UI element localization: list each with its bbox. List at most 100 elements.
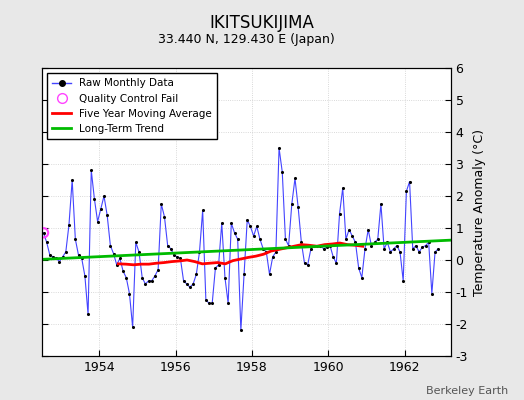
Point bbox=[285, 242, 293, 249]
Point bbox=[71, 236, 80, 242]
Y-axis label: Temperature Anomaly (°C): Temperature Anomaly (°C) bbox=[473, 128, 486, 296]
Point bbox=[243, 217, 252, 223]
Point bbox=[224, 300, 232, 306]
Point bbox=[157, 201, 166, 207]
Point bbox=[415, 249, 423, 255]
Point bbox=[42, 239, 51, 246]
Point bbox=[189, 281, 198, 287]
Title: 33.440 N, 129.430 E (Japan): 33.440 N, 129.430 E (Japan) bbox=[158, 33, 335, 46]
Point bbox=[167, 246, 175, 252]
Point bbox=[185, 284, 194, 290]
Point bbox=[211, 265, 220, 271]
Point bbox=[237, 327, 245, 334]
Point bbox=[386, 249, 395, 255]
Point bbox=[46, 252, 54, 258]
Point bbox=[231, 230, 239, 236]
Point bbox=[374, 236, 382, 242]
Point bbox=[406, 178, 414, 185]
Point bbox=[217, 220, 226, 226]
Point bbox=[39, 230, 48, 236]
Point bbox=[227, 220, 235, 226]
Point bbox=[176, 255, 184, 262]
Point bbox=[348, 233, 356, 239]
Point bbox=[288, 201, 296, 207]
Point bbox=[205, 300, 213, 306]
Point bbox=[320, 246, 328, 252]
Point bbox=[240, 271, 248, 278]
Point bbox=[278, 169, 287, 175]
Point bbox=[128, 324, 137, 330]
Point bbox=[428, 290, 436, 297]
Point bbox=[434, 246, 442, 252]
Point bbox=[392, 242, 401, 249]
Point bbox=[259, 246, 267, 252]
Point bbox=[364, 226, 373, 233]
Point bbox=[399, 278, 407, 284]
Point bbox=[424, 239, 433, 246]
Point bbox=[49, 254, 57, 260]
Point bbox=[62, 249, 70, 255]
Point bbox=[265, 271, 274, 278]
Legend: Raw Monthly Data, Quality Control Fail, Five Year Moving Average, Long-Term Tren: Raw Monthly Data, Quality Control Fail, … bbox=[47, 73, 217, 139]
Point bbox=[418, 244, 427, 250]
Point bbox=[271, 249, 280, 255]
Point bbox=[138, 274, 146, 281]
Point bbox=[326, 242, 334, 249]
Point bbox=[297, 239, 305, 246]
Point bbox=[339, 185, 347, 191]
Point bbox=[409, 246, 417, 252]
Point bbox=[335, 210, 344, 217]
Point bbox=[380, 246, 388, 252]
Point bbox=[249, 233, 258, 239]
Point bbox=[103, 212, 112, 218]
Point bbox=[68, 177, 77, 183]
Point bbox=[170, 252, 178, 258]
Text: IKITSUKIJIMA: IKITSUKIJIMA bbox=[210, 14, 314, 32]
Point bbox=[221, 274, 229, 281]
Point bbox=[90, 196, 99, 202]
Point bbox=[96, 206, 105, 212]
Point bbox=[192, 271, 201, 278]
Point bbox=[262, 249, 270, 255]
Point bbox=[208, 300, 216, 306]
Point bbox=[370, 239, 379, 246]
Point bbox=[119, 268, 127, 274]
Point bbox=[303, 262, 312, 268]
Point bbox=[106, 242, 115, 249]
Point bbox=[122, 274, 130, 281]
Point bbox=[145, 278, 153, 284]
Point bbox=[132, 239, 140, 246]
Point bbox=[354, 265, 363, 271]
Point bbox=[113, 262, 121, 268]
Point bbox=[351, 239, 359, 246]
Point bbox=[74, 252, 83, 258]
Point bbox=[268, 254, 277, 260]
Point bbox=[110, 250, 118, 257]
Point bbox=[163, 242, 172, 249]
Point bbox=[78, 255, 86, 262]
Point bbox=[214, 262, 223, 268]
Point bbox=[84, 311, 92, 318]
Point bbox=[199, 207, 207, 214]
Point bbox=[141, 281, 149, 287]
Text: Berkeley Earth: Berkeley Earth bbox=[426, 386, 508, 396]
Point bbox=[329, 254, 337, 260]
Point bbox=[100, 193, 108, 199]
Point bbox=[358, 274, 366, 281]
Point bbox=[160, 214, 169, 220]
Point bbox=[256, 236, 264, 242]
Point bbox=[342, 236, 350, 242]
Point bbox=[294, 204, 302, 210]
Point bbox=[310, 242, 318, 249]
Point bbox=[389, 246, 398, 252]
Point bbox=[125, 290, 134, 297]
Point bbox=[307, 246, 315, 252]
Point bbox=[396, 249, 404, 255]
Point bbox=[151, 273, 159, 279]
Point bbox=[135, 249, 143, 255]
Point bbox=[275, 145, 283, 151]
Point bbox=[246, 223, 255, 230]
Point bbox=[81, 273, 89, 279]
Point bbox=[253, 223, 261, 230]
Point bbox=[281, 236, 290, 242]
